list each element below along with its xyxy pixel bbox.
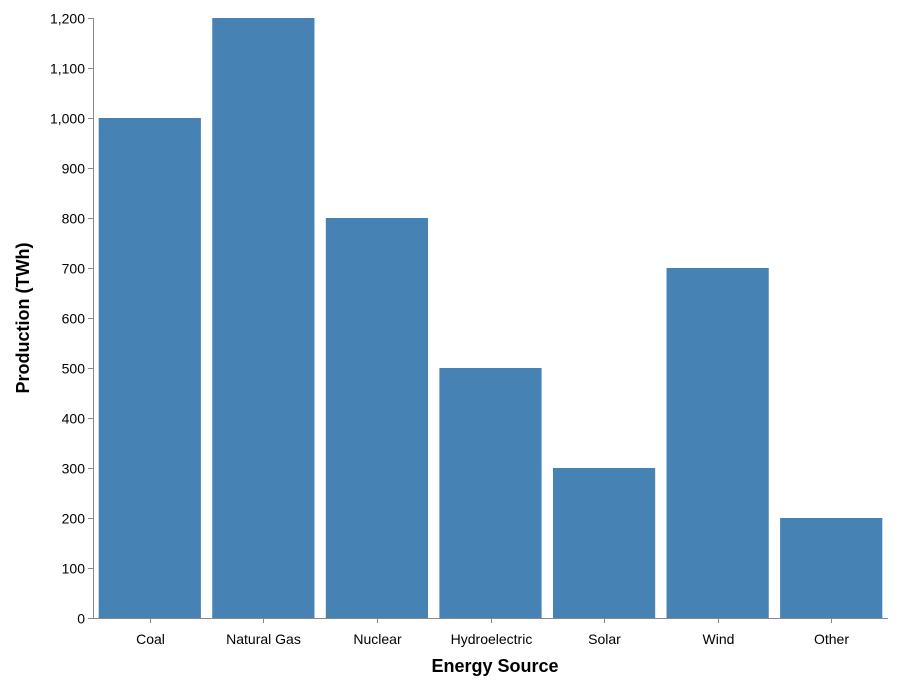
y-tick-label: 500: [62, 361, 86, 377]
y-axis: 0 100 200 300 400 500 600 700 800 900 1,000 1,100 1,…: [50, 11, 94, 627]
y-tick-label: 400: [62, 411, 86, 427]
y-tick-label: 900: [62, 161, 86, 177]
y-tick-label: 600: [62, 311, 86, 327]
bar-wind: [666, 268, 769, 618]
x-tick-label: Nuclear: [353, 631, 402, 647]
x-axis-title: Energy Source: [431, 656, 558, 676]
bar-natural-gas: [212, 18, 315, 618]
y-tick-label: 300: [62, 461, 86, 477]
y-tick-label: 1,200: [50, 11, 85, 27]
y-tick-label: 700: [62, 261, 86, 277]
x-axis: Coal Natural Gas Nuclear Hydroelectric Solar…: [93, 618, 888, 647]
bar-coal: [98, 118, 201, 618]
bar-solar: [552, 468, 656, 618]
bar-other: [780, 518, 883, 618]
x-tick-label: Other: [814, 631, 849, 647]
x-tick-label: Hydroelectric: [451, 631, 533, 647]
y-axis-title: Production (TWh): [13, 243, 33, 394]
bar-nuclear: [325, 218, 429, 618]
y-tick-label: 0: [77, 611, 85, 627]
bars-group: [98, 18, 883, 618]
x-tick-label: Coal: [136, 631, 165, 647]
bar-hydroelectric: [439, 368, 542, 618]
x-tick-label: Wind: [703, 631, 735, 647]
y-tick-label: 200: [62, 511, 86, 527]
y-tick-label: 1,100: [50, 61, 85, 77]
y-tick-label: 800: [62, 211, 86, 227]
y-tick-label: 1,000: [50, 111, 85, 127]
x-tick-label: Solar: [588, 631, 621, 647]
y-tick-label: 100: [62, 561, 86, 577]
x-tick-label: Natural Gas: [226, 631, 301, 647]
